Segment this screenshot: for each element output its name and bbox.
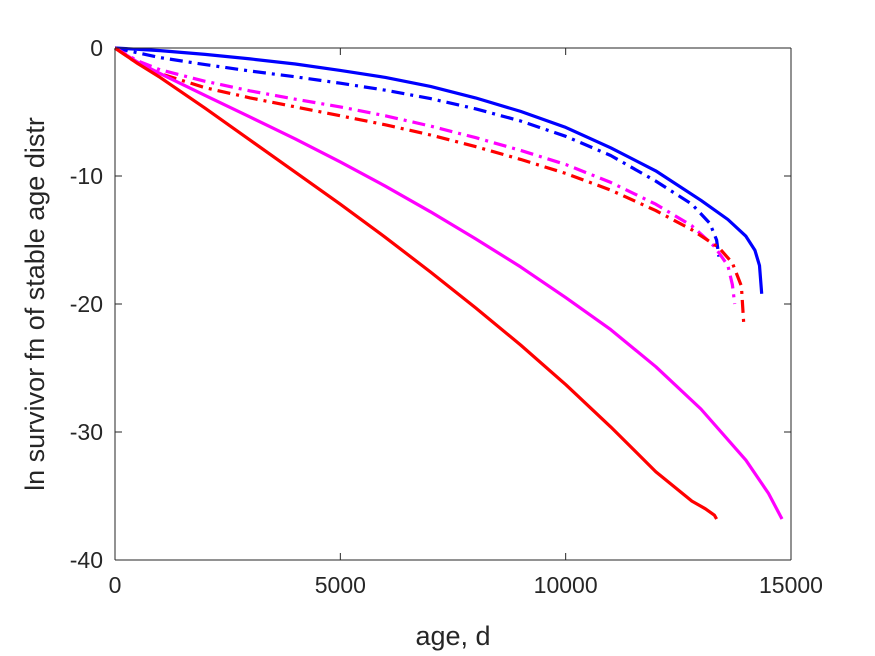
series-line-6 [114, 46, 718, 520]
y-tick-label: -40 [70, 547, 103, 573]
x-tick-label: 10000 [534, 572, 598, 598]
x-axis-label: age, d [415, 621, 490, 651]
x-tick-label: 5000 [315, 572, 366, 598]
series-line-3 [114, 46, 737, 305]
series-line-1 [114, 46, 764, 294]
x-tick-label: 0 [109, 572, 122, 598]
y-tick-label: -20 [70, 291, 103, 317]
series-line-4 [114, 46, 746, 324]
series-line-2 [114, 46, 721, 257]
x-tick-label: 15000 [759, 572, 823, 598]
y-tick-label: -30 [70, 419, 103, 445]
series-line-5 [114, 46, 784, 520]
plot-area [115, 48, 791, 560]
y-tick-label: -10 [70, 163, 103, 189]
y-tick-label: 0 [90, 35, 103, 61]
y-axis-label: ln survivor fn of stable age distr [20, 117, 50, 491]
axis-ticks: 0 5000 10000 15000 0 -10 -20 -30 -40 [70, 35, 823, 598]
series-lines [114, 46, 784, 520]
